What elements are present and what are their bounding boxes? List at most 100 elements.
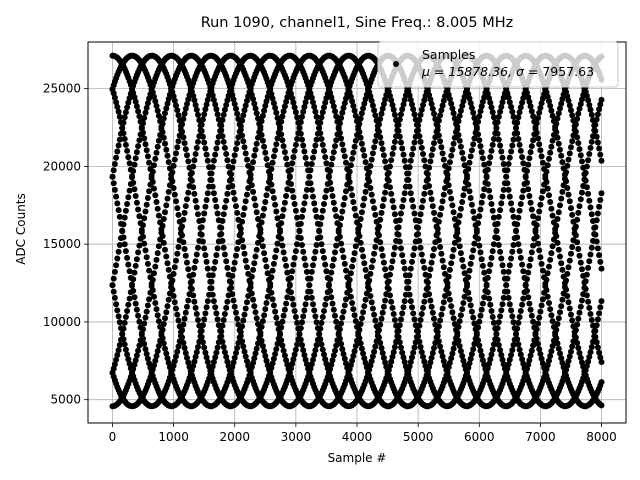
data-point [341, 302, 348, 309]
data-point [372, 317, 379, 324]
data-point [564, 270, 571, 277]
data-point [520, 295, 527, 302]
legend-stats-mean: μ = 15878.36, [421, 64, 516, 79]
data-point [505, 294, 512, 301]
data-point [379, 105, 386, 112]
data-point [350, 306, 357, 313]
data-point [262, 353, 269, 359]
data-point [470, 314, 477, 321]
data-point [118, 130, 124, 137]
data-point [242, 198, 249, 205]
data-point [412, 116, 419, 123]
data-point [438, 250, 445, 257]
data-point [311, 255, 318, 262]
data-point [582, 177, 589, 184]
data-point [252, 202, 259, 209]
data-point [433, 327, 440, 334]
data-point [300, 248, 307, 255]
data-point [548, 348, 555, 355]
data-point [442, 270, 448, 277]
data-point [453, 222, 459, 229]
data-point [587, 106, 594, 113]
data-point [594, 245, 601, 252]
data-point [113, 356, 120, 363]
data-point [116, 342, 123, 348]
data-point [263, 155, 270, 162]
data-point [478, 103, 485, 110]
data-point [459, 353, 466, 359]
data-point [223, 197, 230, 204]
data-point [369, 353, 376, 360]
x-tick-label: 7000 [525, 430, 556, 444]
data-point [377, 321, 384, 328]
data-point [431, 209, 437, 216]
data-point [513, 228, 519, 235]
data-point [449, 309, 456, 316]
data-point [468, 147, 475, 154]
data-point [132, 98, 139, 105]
data-point [483, 173, 490, 180]
data-point [533, 326, 540, 333]
data-point [467, 100, 474, 107]
data-point [477, 108, 484, 115]
data-point [372, 138, 379, 145]
data-point [322, 261, 329, 268]
data-point [417, 111, 424, 118]
data-point [277, 330, 283, 337]
data-point [508, 200, 515, 207]
data-point [272, 147, 279, 154]
data-point [302, 301, 309, 308]
data-point [448, 195, 455, 202]
data-point [486, 95, 493, 102]
data-point [468, 308, 475, 315]
data-point [202, 252, 209, 259]
data-point [244, 97, 250, 104]
data-point [253, 246, 260, 253]
data-point [111, 294, 118, 301]
data-point [126, 268, 133, 275]
data-point [280, 347, 287, 354]
data-point [354, 118, 360, 125]
data-point [240, 211, 247, 218]
data-point [410, 349, 417, 356]
data-point [495, 213, 502, 220]
data-point [316, 228, 323, 235]
data-point [593, 133, 600, 140]
data-point [411, 316, 418, 323]
data-point [181, 140, 188, 147]
data-point [263, 300, 270, 306]
data-point [234, 110, 241, 117]
data-point [560, 290, 567, 297]
data-point [195, 111, 201, 118]
data-point [525, 161, 532, 168]
data-point [113, 262, 120, 269]
data-point [319, 207, 326, 214]
data-point [367, 362, 374, 369]
data-point [597, 101, 604, 108]
data-point [250, 296, 257, 303]
data-point [454, 329, 461, 336]
data-point [131, 186, 138, 193]
data-point [515, 214, 522, 221]
data-point [564, 185, 571, 191]
data-point [503, 173, 510, 180]
data-point [509, 248, 516, 255]
data-point [116, 136, 123, 143]
data-point [596, 310, 603, 317]
data-point [438, 144, 445, 151]
data-point [466, 159, 473, 166]
data-point [479, 300, 486, 307]
data-point [203, 101, 210, 108]
data-point [568, 250, 574, 257]
data-point [470, 346, 477, 353]
data-point [498, 200, 505, 207]
data-point [141, 115, 148, 121]
data-point [504, 275, 511, 282]
data-point [501, 180, 508, 187]
data-point [301, 148, 308, 155]
data-point [461, 185, 468, 192]
data-point [230, 189, 237, 196]
data-point [349, 192, 356, 199]
data-point [385, 286, 392, 292]
data-point [407, 359, 414, 365]
